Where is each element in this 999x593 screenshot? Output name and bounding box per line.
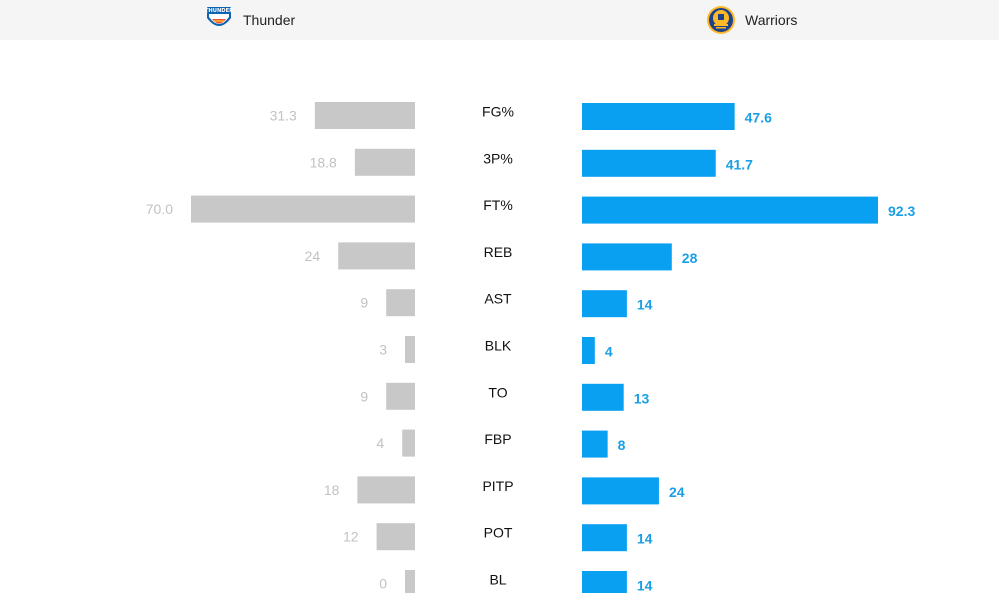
- warriors-value: 92.3: [888, 203, 915, 219]
- thunder-value: 9: [360, 388, 368, 404]
- warriors-bar: [582, 149, 716, 177]
- thunder-logo-icon: THUNDER: [203, 4, 235, 36]
- stat-row-pitp: 18 PITP 24: [324, 476, 685, 505]
- team-warriors: Warriors: [705, 0, 797, 40]
- stat-row-ast: 9 AST 14: [360, 289, 653, 318]
- thunder-value: 31.3: [270, 108, 297, 124]
- thunder-bar: [314, 102, 415, 129]
- team-name-thunder: Thunder: [243, 12, 296, 28]
- stat-label: POT: [484, 525, 513, 541]
- stat-label: PITP: [482, 478, 513, 494]
- thunder-bar: [357, 476, 415, 504]
- stat-row-reb: 24 REB 28: [305, 242, 698, 271]
- stat-row-blk: 3 BLK 4: [379, 336, 613, 364]
- warriors-bar: [582, 477, 659, 505]
- stat-label: BLK: [485, 338, 512, 354]
- stat-row-fbp: 4 FBP 8: [376, 429, 626, 458]
- warriors-value: 8: [618, 437, 626, 453]
- thunder-value: 3: [379, 342, 387, 358]
- thunder-bar: [354, 148, 415, 176]
- stat-label: FBP: [484, 431, 511, 447]
- thunder-value: 24: [305, 248, 321, 264]
- warriors-bar: [582, 571, 627, 593]
- warriors-value: 13: [634, 390, 650, 406]
- thunder-value: 12: [343, 529, 359, 545]
- thunder-value: 18.8: [310, 154, 337, 170]
- warriors-bar: [582, 524, 627, 552]
- warriors-bar: [582, 383, 624, 411]
- stat-row-to: 9 TO 13: [360, 382, 650, 411]
- thunder-value: 0: [379, 576, 387, 592]
- stat-label: FT%: [483, 197, 513, 213]
- warriors-bar: [582, 103, 735, 130]
- chart-canvas: 31.3 FG% 47.6 18.8 3P% 41.7 70.0 FT% 92.3 24 REB 28…: [146, 102, 915, 593]
- stat-row-bl: 0 BL 14: [379, 570, 653, 593]
- warriors-bar: [582, 243, 672, 271]
- thunder-bar: [402, 429, 415, 457]
- warriors-bar: [582, 337, 595, 364]
- stat-label: BL: [489, 572, 506, 588]
- team-name-warriors: Warriors: [745, 12, 798, 28]
- thunder-value: 18: [324, 482, 340, 498]
- warriors-logo-icon: [705, 4, 737, 36]
- warriors-value: 41.7: [726, 156, 753, 172]
- thunder-value: 9: [360, 295, 368, 311]
- warriors-value: 47.6: [745, 110, 772, 126]
- stat-label: 3P%: [483, 150, 513, 166]
- stat-label: FG%: [482, 104, 514, 120]
- stat-label: TO: [488, 384, 507, 400]
- warriors-bar: [582, 290, 627, 318]
- stat-row-fg-pct: 31.3 FG% 47.6: [270, 102, 772, 130]
- thunder-bar: [405, 336, 415, 363]
- thunder-bar: [376, 523, 415, 551]
- warriors-value: 28: [682, 250, 698, 266]
- thunder-value: 70.0: [146, 201, 173, 217]
- warriors-bar: [582, 430, 608, 458]
- warriors-bar: [582, 196, 878, 224]
- team-thunder: THUNDER Thunder: [203, 0, 295, 40]
- team-header: THUNDER Thunder Warriors: [0, 0, 999, 40]
- warriors-value: 24: [669, 484, 685, 500]
- stat-row-pot: 12 POT 14: [343, 523, 653, 552]
- thunder-bar: [191, 195, 415, 223]
- thunder-bar: [405, 570, 415, 593]
- thunder-bar: [338, 242, 415, 270]
- thunder-bar: [386, 289, 415, 317]
- thunder-value: 4: [376, 435, 384, 451]
- warriors-value: 14: [637, 578, 653, 593]
- warriors-value: 4: [605, 344, 613, 360]
- thunder-bar: [386, 382, 415, 410]
- warriors-value: 14: [637, 531, 653, 547]
- stat-row-3p-pct: 18.8 3P% 41.7: [310, 148, 753, 177]
- stat-label: AST: [484, 291, 512, 307]
- stats-comparison-chart: 31.3 FG% 47.6 18.8 3P% 41.7 70.0 FT% 92.3 24 REB 28…: [0, 40, 999, 593]
- warriors-value: 14: [637, 297, 653, 313]
- svg-text:THUNDER: THUNDER: [205, 8, 233, 14]
- stat-row-ft-pct: 70.0 FT% 92.3: [146, 195, 915, 224]
- stat-label: REB: [484, 244, 513, 260]
